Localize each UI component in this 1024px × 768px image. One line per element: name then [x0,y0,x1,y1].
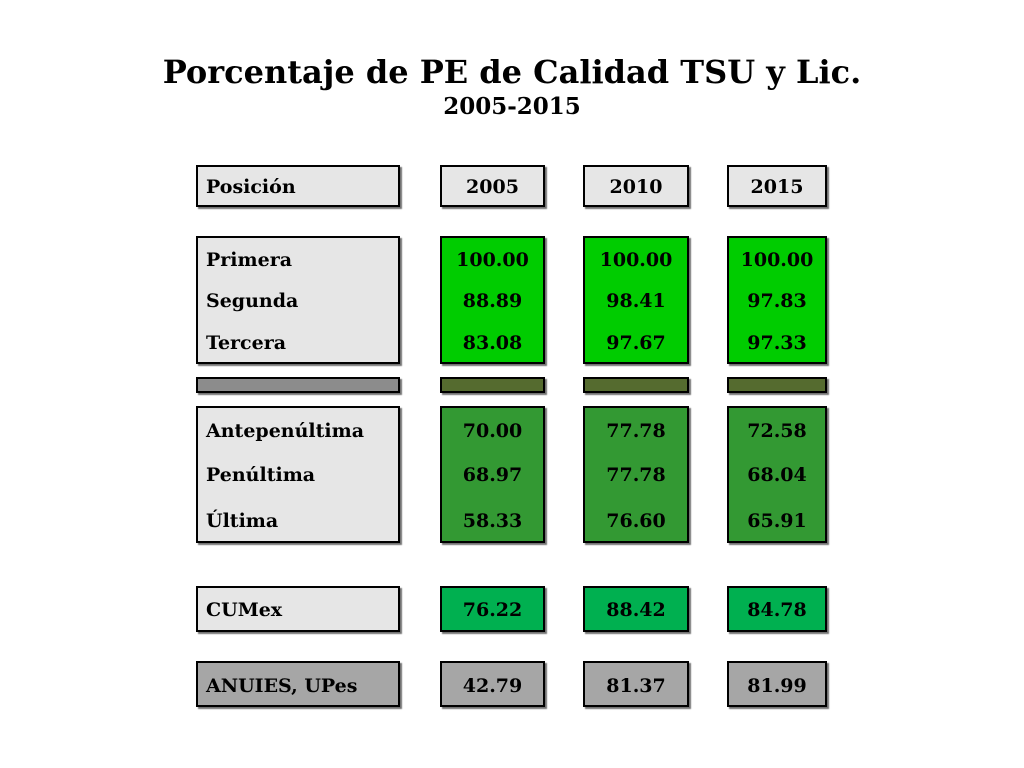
row-value: 100.00 [740,249,814,271]
separator-bar-value [583,377,689,393]
row-label: ANUIES, UPes [206,675,358,697]
bottom-value-box-2010 [583,406,689,543]
header-year-2015: 2015 [750,176,804,198]
bottom-value-box-2015 [727,406,827,543]
row-value: 100.00 [599,249,673,271]
anuies-value-box-2005 [440,661,545,707]
row-label: CUMex [206,599,283,621]
row-value: 97.33 [747,332,807,354]
row-value: 77.78 [606,464,666,486]
row-value: 68.04 [747,464,807,486]
row-value: 81.37 [606,675,666,697]
row-value: 97.67 [606,332,666,354]
row-value: 76.22 [462,599,523,621]
row-value: 76.60 [606,510,666,532]
row-label: Tercera [206,332,287,354]
chart-subtitle: 2005-2015 [443,93,581,120]
row-value: 100.00 [456,249,529,271]
header-year-box [583,165,689,207]
top-value-box-2015 [727,236,827,364]
chart-title: Porcentaje de PE de Calidad TSU y Lic. [162,53,862,91]
header-year-2005: 2005 [466,176,519,198]
top-label-box [196,236,400,364]
row-label: Antepenúltima [206,420,365,442]
anuies-value-box-2015 [727,661,827,707]
cumex-value-box-2005 [440,586,545,632]
row-value: 77.78 [606,420,666,442]
header-label-box [196,165,400,207]
top-value-box-2010 [583,236,689,364]
cumex-label-box [196,586,400,632]
row-value: 70.00 [462,420,523,442]
row-label: Primera [206,249,293,271]
row-value: 98.41 [606,290,666,312]
row-value: 84.78 [747,599,807,621]
row-label: Última [206,510,279,532]
bottom-value-box-2005 [440,406,545,543]
header-year-box [727,165,827,207]
bottom-label-box [196,406,400,543]
row-value: 72.58 [747,420,807,442]
separator-bar-value [727,377,827,393]
row-value: 58.33 [462,510,523,532]
header-year-2010: 2010 [609,176,663,198]
header-position-label: Posición [206,176,296,198]
row-value: 88.89 [462,290,523,312]
row-value: 88.42 [606,599,666,621]
row-value: 68.97 [462,464,523,486]
row-label: Penúltima [206,464,316,486]
cumex-value-box-2015 [727,586,827,632]
row-label: Segunda [206,290,299,312]
cumex-value-box-2010 [583,586,689,632]
anuies-label-box [196,661,400,707]
header-year-box [440,165,545,207]
row-value: 81.99 [747,675,807,697]
anuies-value-box-2010 [583,661,689,707]
row-value: 97.83 [747,290,807,312]
separator-bar-label [196,377,400,393]
top-value-box-2005 [440,236,545,364]
separator-bar-value [440,377,545,393]
row-value: 83.08 [462,332,523,354]
row-value: 42.79 [462,675,523,697]
row-value: 65.91 [747,510,807,532]
